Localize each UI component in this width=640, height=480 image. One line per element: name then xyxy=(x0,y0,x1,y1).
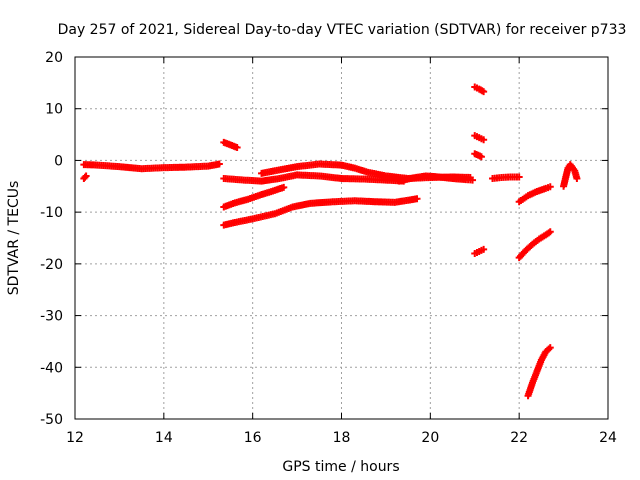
y-tick-label: -30 xyxy=(40,309,63,325)
series-arc-4 xyxy=(258,160,474,183)
x-tick-label: 14 xyxy=(155,430,173,446)
data-point xyxy=(546,228,554,236)
y-tick-label: 20 xyxy=(45,50,63,66)
series-arc-1b xyxy=(80,172,90,183)
data-point xyxy=(546,344,554,352)
x-axis-label: GPS time / hours xyxy=(282,459,399,475)
x-tick-label: 22 xyxy=(510,430,528,446)
data-point xyxy=(81,173,89,181)
grid xyxy=(75,57,608,419)
data-point xyxy=(573,175,581,183)
series-arc-8 xyxy=(471,83,488,96)
series-arc-6 xyxy=(220,195,421,229)
x-tick-label: 24 xyxy=(599,430,617,446)
axis-ticks: 12 14 16 18 20 22 24 20 10 0 -10 -20 -30 -40 -50 xyxy=(40,50,617,446)
chart-title: Day 257 of 2021, Sidereal Day-to-day VTE… xyxy=(58,22,627,38)
y-tick-label: 10 xyxy=(45,102,63,118)
series-arc-12 xyxy=(489,173,523,183)
series-arc-15 xyxy=(524,344,554,400)
data-point xyxy=(215,160,223,168)
y-axis-label: SDTVAR / TECUs xyxy=(6,181,22,296)
data-point xyxy=(480,88,488,96)
y-tick-label: -20 xyxy=(40,257,63,273)
data-point xyxy=(469,176,477,184)
data-point xyxy=(480,136,488,144)
series-arc-9 xyxy=(471,132,488,144)
y-tick-label: 0 xyxy=(54,153,63,169)
data-point xyxy=(477,153,485,161)
series-arc-3 xyxy=(220,171,408,185)
data-point xyxy=(480,245,488,253)
series-arc-14 xyxy=(515,228,554,262)
data-points xyxy=(80,83,581,400)
series-arc-1 xyxy=(80,160,223,173)
series-arc-7 xyxy=(395,172,477,185)
x-tick-label: 18 xyxy=(333,430,351,446)
series-arc-5 xyxy=(220,183,288,211)
data-point xyxy=(413,195,421,203)
series-arc-11 xyxy=(471,245,488,258)
series-arc-10 xyxy=(471,150,485,161)
data-point xyxy=(82,172,90,180)
series-arc-2 xyxy=(220,138,241,151)
y-tick-label: -50 xyxy=(40,412,63,428)
y-tick-label: -10 xyxy=(40,205,63,221)
series-arc-16 xyxy=(560,161,581,190)
x-tick-label: 16 xyxy=(244,430,262,446)
data-point xyxy=(233,144,241,151)
x-tick-label: 12 xyxy=(66,430,84,446)
y-tick-label: -40 xyxy=(40,360,63,376)
x-tick-label: 20 xyxy=(421,430,439,446)
data-point xyxy=(280,183,288,191)
data-point xyxy=(546,183,554,191)
data-point xyxy=(515,173,523,181)
series-arc-13 xyxy=(515,183,554,206)
